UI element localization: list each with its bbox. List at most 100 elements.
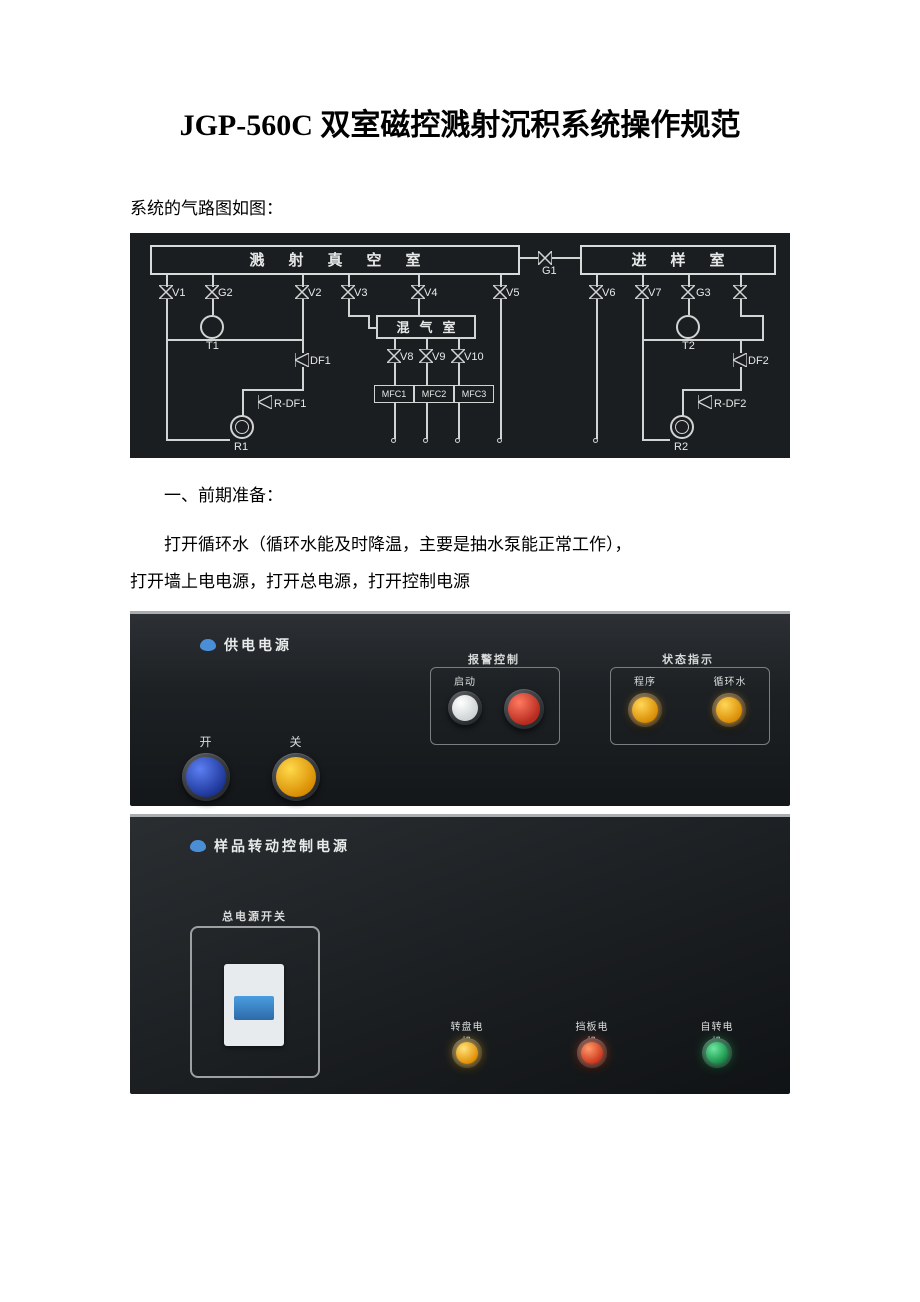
dot-icon <box>593 438 598 443</box>
line <box>688 299 690 315</box>
line <box>426 363 428 385</box>
line <box>500 299 502 439</box>
box-mix-chamber: 混气室 <box>376 315 476 339</box>
line <box>642 339 762 341</box>
power-off-cap <box>276 757 316 797</box>
label-v2: V2 <box>308 287 321 299</box>
line <box>212 299 214 315</box>
line <box>348 315 370 317</box>
line <box>642 299 644 339</box>
start-button[interactable] <box>448 691 482 725</box>
section-1-heading: 一、前期准备： <box>130 480 790 512</box>
start-button-cap <box>452 695 478 721</box>
line <box>166 439 230 441</box>
label-rdf1: R-DF1 <box>274 398 306 410</box>
valve-icon <box>159 285 173 299</box>
mfc1: MFC1 <box>374 385 414 403</box>
valve-icon <box>635 285 649 299</box>
valve-icon <box>295 285 309 299</box>
start-label: 启动 <box>445 673 485 688</box>
document-page: JGP-560C 双室磁控溅射沉积系统操作规范 系统的气路图如图： 溅射真空室 … <box>0 0 920 1154</box>
logo-icon <box>200 639 216 651</box>
power-supply-panel: 供电电源 报警控制 启动 状态指示 程序 循环水 开 关 <box>130 611 790 806</box>
program-led-label: 程序 <box>625 673 665 688</box>
label-df2: DF2 <box>748 355 769 367</box>
line <box>394 403 396 439</box>
alarm-button[interactable] <box>504 689 544 729</box>
line <box>166 339 168 439</box>
line <box>242 389 304 391</box>
label-v4: V4 <box>424 287 437 299</box>
dot-icon <box>391 438 396 443</box>
line <box>166 339 304 341</box>
dot-icon <box>423 438 428 443</box>
label-df1: DF1 <box>310 355 331 367</box>
line <box>458 363 460 385</box>
status-group-label: 状态指示 <box>662 651 714 667</box>
label-g1: G1 <box>542 265 557 277</box>
panel1-title: 供电电源 <box>200 635 292 655</box>
line <box>394 339 396 349</box>
off-label: 关 <box>276 733 316 750</box>
dot-icon <box>455 438 460 443</box>
led-spin <box>702 1038 732 1068</box>
valve-icon <box>589 285 603 299</box>
mfc3: MFC3 <box>454 385 494 403</box>
panel1-title-text: 供电电源 <box>224 635 292 655</box>
pump-r2-inner-icon <box>675 420 689 434</box>
led-turntable <box>452 1038 482 1068</box>
line <box>242 389 244 417</box>
gas-caption: 系统的气路图如图： <box>130 194 790 225</box>
panel-top-bezel <box>130 611 790 614</box>
line <box>348 299 350 315</box>
line <box>682 389 742 391</box>
valve-icon <box>205 285 219 299</box>
line <box>596 299 598 439</box>
line <box>740 315 762 317</box>
line <box>426 339 428 349</box>
mfc2: MFC2 <box>414 385 454 403</box>
led-spin-glow <box>706 1042 728 1064</box>
power-on-button[interactable] <box>182 753 230 801</box>
line <box>520 257 538 259</box>
line <box>740 339 742 353</box>
water-led <box>712 693 746 727</box>
paragraph-2: 打开墙上电电源，打开总电源，打开控制电源 <box>130 563 790 600</box>
power-off-button[interactable] <box>272 753 320 801</box>
label-r2: R2 <box>674 441 688 453</box>
power-on-cap <box>186 757 226 797</box>
valve-df1-icon <box>295 353 309 367</box>
alarm-group-label: 报警控制 <box>468 651 520 667</box>
line <box>426 403 428 439</box>
label-rdf2: R-DF2 <box>714 398 746 410</box>
line <box>552 257 580 259</box>
line <box>740 367 742 389</box>
valve-icon <box>419 349 433 363</box>
valve-icon <box>411 285 425 299</box>
program-led <box>628 693 662 727</box>
valve-icon <box>493 285 507 299</box>
valve-icon <box>387 349 401 363</box>
line <box>166 299 168 339</box>
label-v5: V5 <box>506 287 519 299</box>
label-v1: V1 <box>172 287 185 299</box>
label-r1: R1 <box>234 441 248 453</box>
pump-r1-inner-icon <box>235 420 249 434</box>
line <box>458 403 460 439</box>
label-g2: G2 <box>218 287 233 299</box>
valve-icon <box>681 285 695 299</box>
paragraph-1: 打开循环水（循环水能及时降温，主要是抽水泵能正常工作）， <box>130 526 790 563</box>
water-led-label: 循环水 <box>710 673 750 688</box>
dot-icon <box>497 438 502 443</box>
gauge-t2-icon <box>676 315 700 339</box>
valve-rdf2-icon <box>698 395 712 409</box>
led-shutter <box>577 1038 607 1068</box>
rotation-control-panel: 样品转动控制电源 总电源开关 转盘电机 挡板电机 自转电机 <box>130 814 790 1094</box>
line <box>302 299 304 339</box>
valve-g1-icon <box>538 251 552 265</box>
water-led-cap <box>716 697 742 723</box>
label-v8: V8 <box>400 351 413 363</box>
breaker-switch[interactable] <box>224 964 284 1046</box>
panel2-top-bezel <box>130 814 790 817</box>
label-v3: V3 <box>354 287 367 299</box>
